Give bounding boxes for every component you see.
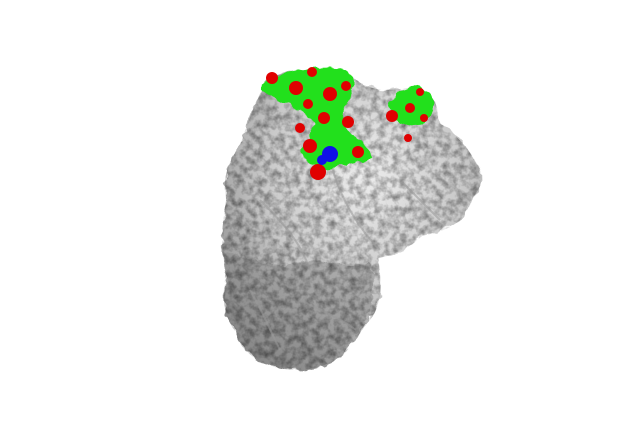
surface-texture — [222, 69, 482, 370]
binding-patch-blue — [317, 146, 338, 165]
binding-patch-red — [266, 67, 428, 180]
surface-crevices — [249, 159, 441, 351]
